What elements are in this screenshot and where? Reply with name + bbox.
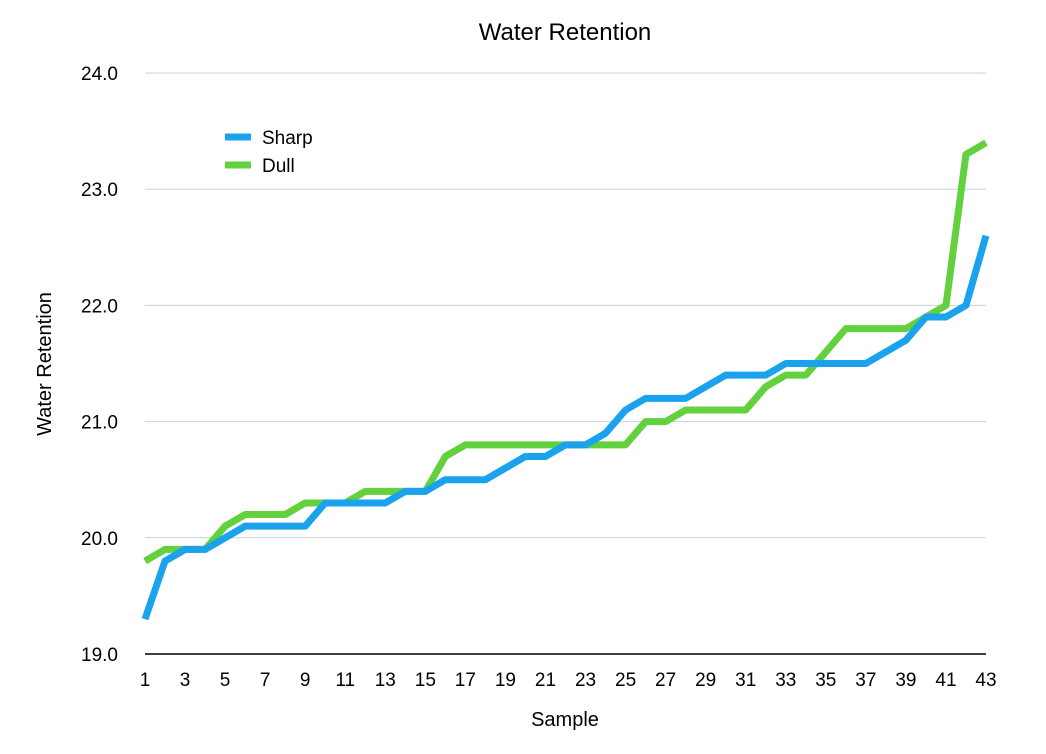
- y-tick-label: 24.0: [81, 64, 118, 85]
- x-tick-label: 29: [695, 670, 716, 691]
- x-tick-label: 21: [535, 670, 556, 691]
- x-tick-label: 27: [655, 670, 676, 691]
- x-tick-label: 23: [575, 670, 596, 691]
- x-axis-tick-labels: 1 3 5 7 9 11 13 15 17 19 21 23 25 27 29 31 33 35 37 39 41 43: [140, 670, 997, 691]
- y-tick-label: 20.0: [81, 529, 118, 550]
- x-tick-label: 5: [220, 670, 231, 691]
- y-tick-label: 21.0: [81, 413, 118, 434]
- series-line-sharp: [141, 234, 990, 621]
- x-tick-label: 13: [375, 670, 396, 691]
- y-tick-label: 22.0: [81, 296, 118, 317]
- x-tick-label: 25: [615, 670, 636, 691]
- x-tick-label: 43: [975, 670, 996, 691]
- x-tick-label: 1: [140, 670, 151, 691]
- legend-label-dull: Dull: [262, 156, 295, 177]
- x-tick-label: 31: [735, 670, 756, 691]
- y-axis-tick-labels: 19.0 20.0 21.0 22.0 23.0 24.0: [81, 64, 118, 666]
- x-tick-label: 15: [415, 670, 436, 691]
- x-tick-label: 9: [300, 670, 311, 691]
- x-tick-label: 17: [455, 670, 476, 691]
- x-tick-label: 41: [935, 670, 956, 691]
- x-tick-label: 7: [260, 670, 271, 691]
- y-tick-label: 19.0: [81, 645, 118, 666]
- x-tick-label: 35: [815, 670, 836, 691]
- series-line-dull: [143, 139, 988, 565]
- x-tick-label: 33: [775, 670, 796, 691]
- x-tick-label: 3: [180, 670, 191, 691]
- y-tick-label: 23.0: [81, 180, 118, 201]
- legend-label-sharp: Sharp: [262, 128, 313, 149]
- x-tick-label: 19: [495, 670, 516, 691]
- chart-title: Water Retention: [479, 19, 652, 46]
- gridlines: [145, 72, 986, 655]
- legend: Sharp Dull: [225, 128, 313, 177]
- series-lines: [141, 139, 990, 621]
- y-axis-title: Water Retention: [34, 292, 56, 436]
- x-tick-label: 39: [895, 670, 916, 691]
- x-tick-label: 37: [855, 670, 876, 691]
- x-tick-label: 11: [335, 670, 355, 691]
- x-axis-title: Sample: [531, 709, 599, 731]
